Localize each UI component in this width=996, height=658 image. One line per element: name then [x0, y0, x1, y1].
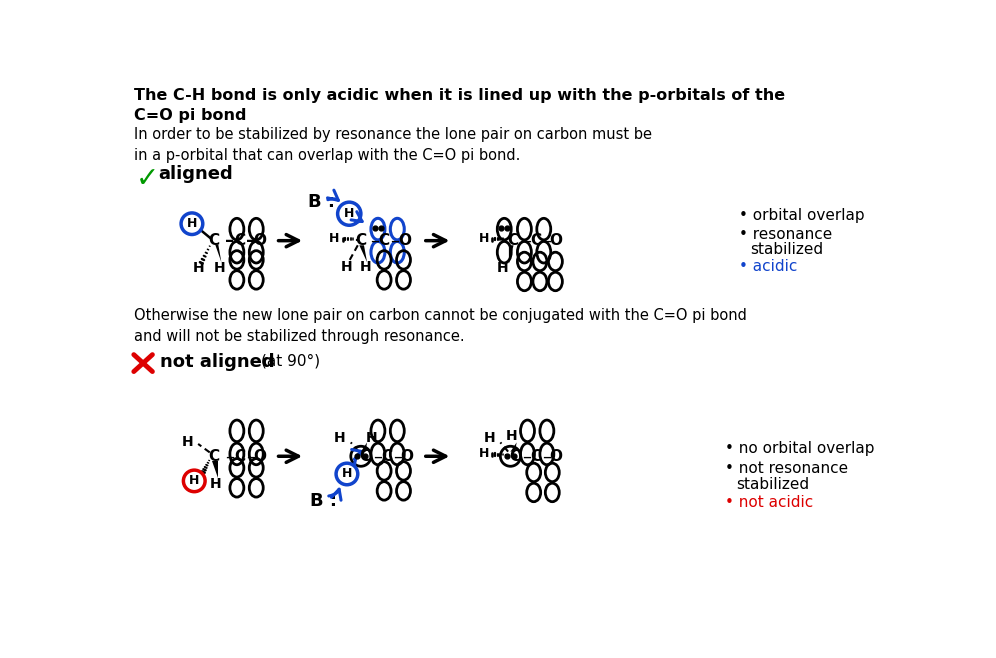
- Text: –: –: [246, 232, 255, 249]
- Text: H: H: [366, 431, 377, 445]
- Text: C: C: [234, 449, 246, 464]
- Text: O: O: [254, 233, 267, 248]
- Text: Otherwise the new lone pair on carbon cannot be conjugated with the C=O pi bond
: Otherwise the new lone pair on carbon ca…: [133, 309, 747, 344]
- Text: C: C: [380, 449, 392, 464]
- Text: stabilized: stabilized: [750, 242, 823, 257]
- Text: –: –: [543, 447, 552, 465]
- Text: H: H: [182, 436, 193, 449]
- Text: • orbital overlap: • orbital overlap: [739, 209, 865, 223]
- Text: H: H: [478, 447, 489, 461]
- Text: (at 90°): (at 90°): [261, 353, 320, 368]
- Text: O: O: [550, 449, 563, 464]
- Text: –: –: [371, 232, 379, 249]
- Text: • resonance: • resonance: [739, 227, 833, 241]
- Text: The C-H bond is only acidic when it is lined up with the p-orbitals of the
C=O p: The C-H bond is only acidic when it is l…: [133, 88, 785, 123]
- Text: • not resonance: • not resonance: [725, 461, 849, 476]
- Text: aligned: aligned: [158, 165, 233, 183]
- Text: C: C: [507, 233, 518, 248]
- Text: H: H: [334, 431, 346, 445]
- Text: C: C: [531, 449, 542, 464]
- Text: –: –: [246, 447, 255, 465]
- Text: In order to be stabilized by resonance the lone pair on carbon must be
in a p-or: In order to be stabilized by resonance t…: [133, 127, 651, 163]
- Text: H: H: [344, 207, 355, 220]
- Text: H: H: [483, 431, 495, 445]
- Polygon shape: [361, 442, 368, 451]
- Text: C: C: [208, 233, 219, 248]
- Text: stabilized: stabilized: [736, 477, 809, 492]
- Text: –: –: [224, 232, 234, 249]
- Text: –: –: [543, 232, 552, 249]
- Text: B :: B :: [311, 492, 338, 510]
- Text: H: H: [478, 232, 489, 245]
- Text: • no orbital overlap: • no orbital overlap: [725, 441, 874, 456]
- Polygon shape: [360, 245, 368, 263]
- Text: H: H: [189, 474, 199, 488]
- Text: O: O: [254, 449, 267, 464]
- Text: C: C: [234, 233, 246, 248]
- Text: H: H: [342, 467, 353, 480]
- Text: • acidic: • acidic: [739, 259, 798, 274]
- Text: B :: B :: [308, 193, 336, 211]
- Text: C: C: [356, 233, 367, 248]
- Text: C: C: [509, 449, 520, 464]
- Text: –: –: [392, 447, 401, 465]
- Text: H: H: [341, 260, 353, 274]
- Text: H: H: [497, 261, 509, 276]
- Text: –: –: [373, 447, 381, 465]
- Text: –: –: [522, 447, 531, 465]
- Text: H: H: [209, 477, 221, 491]
- Text: O: O: [400, 449, 413, 464]
- Text: ✓: ✓: [135, 165, 158, 193]
- Text: H: H: [186, 217, 197, 230]
- Text: H: H: [214, 261, 226, 276]
- Text: not aligned: not aligned: [160, 353, 275, 371]
- Text: –: –: [225, 447, 234, 465]
- Text: –: –: [390, 232, 399, 249]
- Text: H: H: [360, 260, 372, 274]
- Text: O: O: [398, 233, 411, 248]
- Text: • not acidic: • not acidic: [725, 495, 814, 510]
- Text: C: C: [531, 233, 542, 248]
- Text: H: H: [329, 232, 340, 245]
- Text: H: H: [506, 429, 518, 443]
- Text: H: H: [192, 261, 204, 276]
- Polygon shape: [509, 245, 514, 264]
- Polygon shape: [215, 245, 221, 263]
- Text: C: C: [208, 449, 219, 464]
- Text: O: O: [550, 233, 563, 248]
- Text: C: C: [378, 233, 389, 248]
- Text: –: –: [522, 232, 531, 249]
- Polygon shape: [510, 442, 517, 451]
- Text: C: C: [360, 449, 371, 464]
- Polygon shape: [212, 461, 218, 478]
